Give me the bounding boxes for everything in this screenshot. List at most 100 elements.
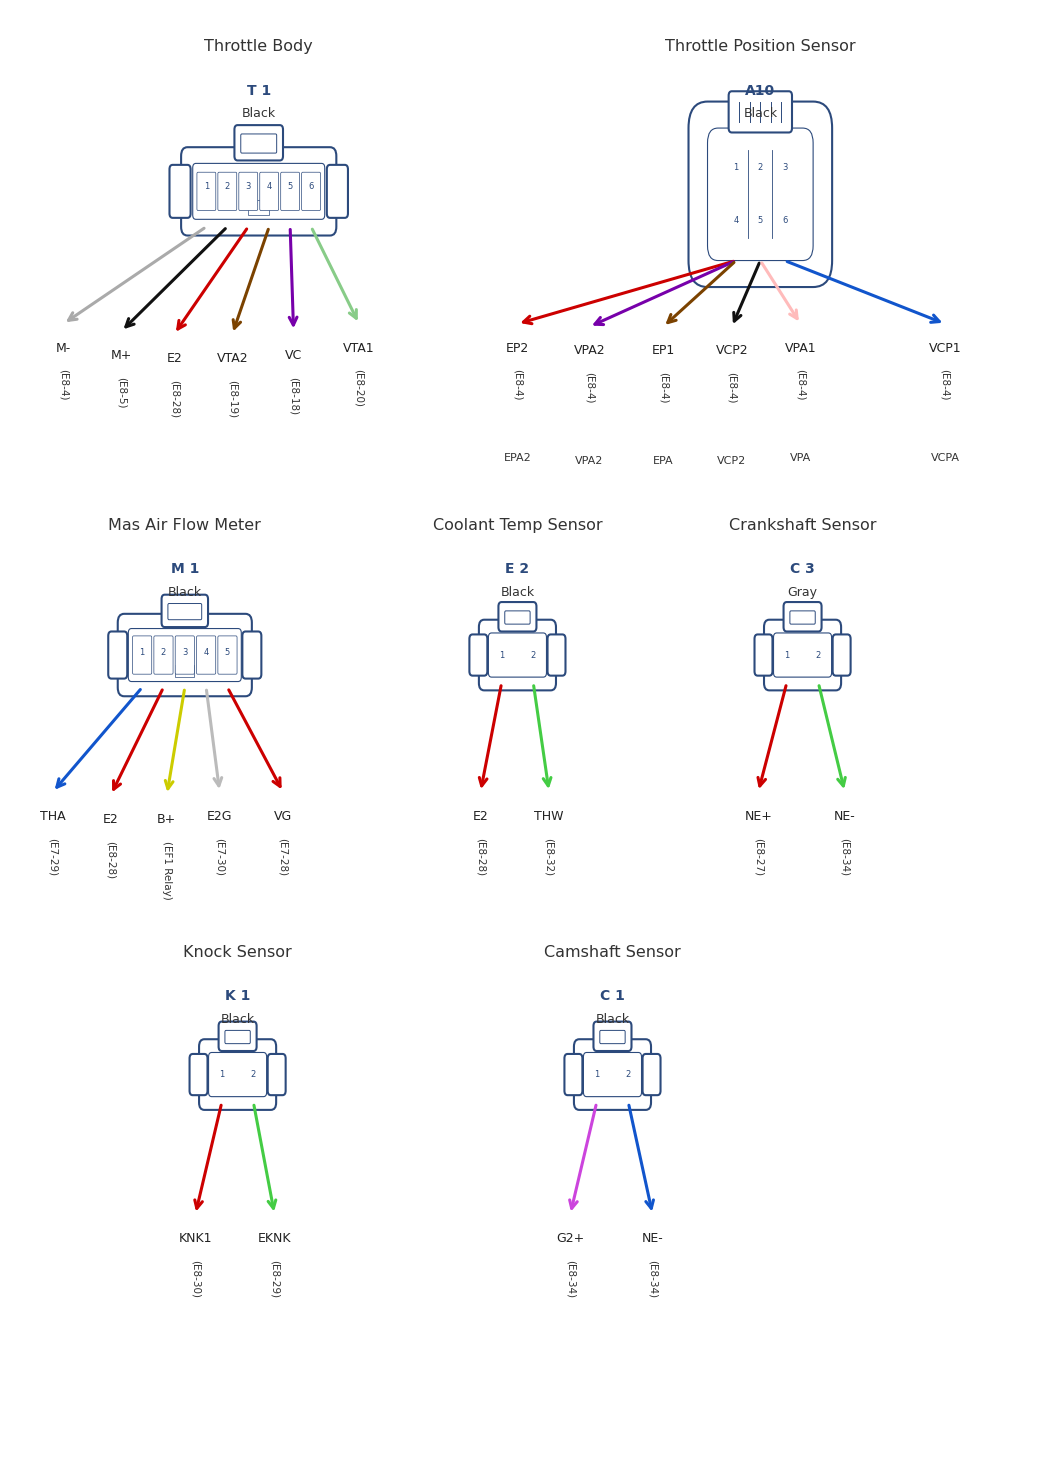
FancyBboxPatch shape [117,614,251,696]
Text: Black: Black [596,1013,629,1026]
FancyBboxPatch shape [196,172,215,210]
FancyBboxPatch shape [108,631,127,679]
Text: 2: 2 [626,1070,630,1079]
Text: 2: 2 [531,651,535,659]
Text: (E8-29): (E8-29) [269,1260,280,1298]
FancyBboxPatch shape [182,147,336,236]
FancyBboxPatch shape [225,1030,250,1044]
Text: EPA2: EPA2 [504,453,531,464]
Text: Black: Black [242,107,276,121]
FancyBboxPatch shape [268,1054,285,1095]
FancyBboxPatch shape [832,634,851,676]
Text: VPA2: VPA2 [573,344,605,358]
Text: Crankshaft Sensor: Crankshaft Sensor [729,518,876,533]
FancyBboxPatch shape [260,172,279,210]
Text: G2+: G2+ [557,1232,584,1245]
Text: K 1: K 1 [225,989,250,1004]
Text: Camshaft Sensor: Camshaft Sensor [544,945,681,960]
Text: B+: B+ [157,813,176,826]
Text: 1: 1 [220,1070,224,1079]
Text: (E8-28): (E8-28) [169,380,180,418]
FancyBboxPatch shape [200,1039,277,1110]
Text: 1: 1 [595,1070,599,1079]
Text: VC: VC [285,349,302,362]
Text: 3: 3 [781,163,788,172]
FancyBboxPatch shape [242,631,262,679]
Text: (E8-19): (E8-19) [227,380,238,418]
Text: 6: 6 [308,183,314,191]
Text: 5: 5 [287,183,293,191]
Text: VPA: VPA [790,453,811,464]
Text: E2: E2 [473,810,488,823]
Text: (E7-30): (E7-30) [214,838,225,876]
FancyBboxPatch shape [765,620,842,690]
Text: VCP2: VCP2 [717,456,747,467]
Text: 5: 5 [225,648,230,657]
FancyBboxPatch shape [564,1054,583,1095]
Text: 4: 4 [266,183,271,191]
Text: VCPA: VCPA [930,453,960,464]
Text: 5: 5 [758,216,762,225]
Text: 3: 3 [182,648,188,657]
FancyBboxPatch shape [774,633,832,677]
Text: NE-: NE- [834,810,855,823]
FancyBboxPatch shape [600,1030,625,1044]
FancyBboxPatch shape [234,125,283,160]
FancyBboxPatch shape [689,102,832,287]
Text: M 1: M 1 [171,562,199,577]
FancyBboxPatch shape [239,172,258,210]
Text: VPA2: VPA2 [576,456,603,467]
Text: (E8-4): (E8-4) [512,369,523,400]
Text: (E8-4): (E8-4) [658,372,668,403]
Bar [175,665,194,677]
Text: (E7-28): (E7-28) [278,838,288,876]
Text: (E8-20): (E8-20) [354,369,364,408]
Text: 1: 1 [499,651,504,659]
FancyBboxPatch shape [505,611,530,624]
FancyBboxPatch shape [168,604,202,620]
FancyBboxPatch shape [154,636,173,674]
Text: (E8-4): (E8-4) [584,372,595,403]
FancyBboxPatch shape [209,1052,266,1097]
FancyBboxPatch shape [169,165,190,218]
FancyBboxPatch shape [583,1052,642,1097]
Text: E2G: E2G [207,810,232,823]
Text: (E8-34): (E8-34) [647,1260,658,1298]
Text: 1: 1 [785,651,789,659]
Text: (E8-34): (E8-34) [565,1260,576,1298]
Text: NE-: NE- [642,1232,663,1245]
FancyBboxPatch shape [642,1054,661,1095]
FancyBboxPatch shape [574,1039,650,1110]
Text: (E8-32): (E8-32) [544,838,554,876]
Text: VG: VG [274,810,293,823]
Text: Gray: Gray [788,586,817,599]
Text: VTA1: VTA1 [343,342,375,355]
Text: M-: M- [56,342,71,355]
Text: Black: Black [501,586,534,599]
Text: Knock Sensor: Knock Sensor [184,945,291,960]
FancyBboxPatch shape [241,134,277,153]
Text: C 1: C 1 [600,989,625,1004]
FancyBboxPatch shape [219,1022,257,1051]
Text: (EF1 Relay): (EF1 Relay) [162,841,172,899]
Text: E2: E2 [103,813,118,826]
FancyBboxPatch shape [218,172,237,210]
Text: EP1: EP1 [652,344,675,358]
Text: (E8-34): (E8-34) [840,838,850,876]
Text: (E8-28): (E8-28) [475,838,486,876]
Text: (E8-28): (E8-28) [106,841,116,879]
Text: (E8-27): (E8-27) [753,838,763,876]
Text: Black: Black [221,1013,254,1026]
Text: T 1: T 1 [247,84,270,99]
Text: (E8-4): (E8-4) [58,369,69,400]
FancyBboxPatch shape [547,634,566,676]
Text: Throttle Position Sensor: Throttle Position Sensor [665,40,855,54]
FancyBboxPatch shape [162,595,208,627]
Text: 1: 1 [734,163,738,172]
Text: 2: 2 [758,163,762,172]
Text: Coolant Temp Sensor: Coolant Temp Sensor [433,518,602,533]
Text: 2: 2 [816,651,821,659]
Bar [248,200,269,215]
FancyBboxPatch shape [729,91,792,132]
Text: 1: 1 [204,183,209,191]
